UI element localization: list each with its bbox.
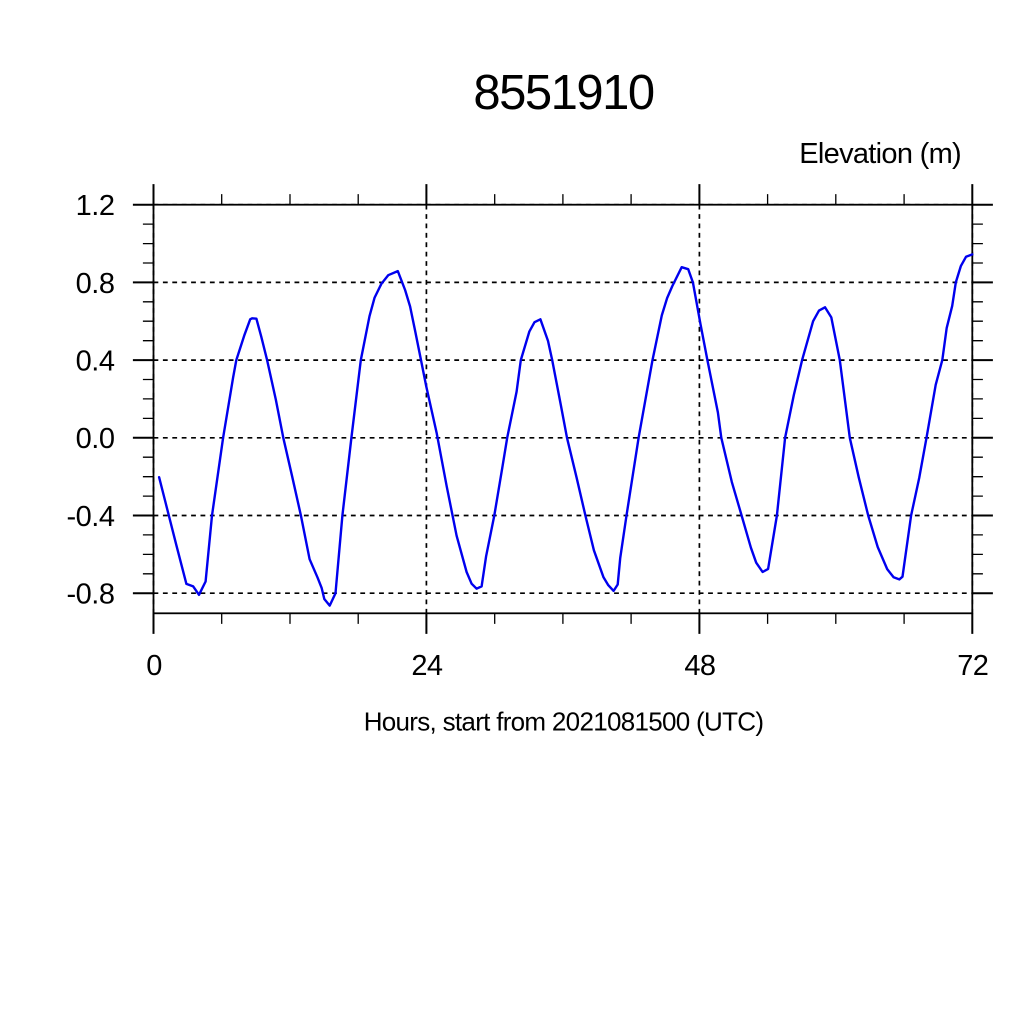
svg-text:1.2: 1.2 [76,190,115,222]
svg-text:-0.8: -0.8 [67,579,115,611]
svg-text:0: 0 [146,650,162,682]
svg-text:Hours, start from 2021081500 (: Hours, start from 2021081500 (UTC) [364,706,764,736]
svg-text:48: 48 [684,650,715,682]
svg-text:Elevation (m): Elevation (m) [799,138,961,170]
svg-text:0.8: 0.8 [76,268,115,300]
svg-text:8551910: 8551910 [473,66,654,120]
svg-text:0.0: 0.0 [76,423,115,455]
svg-text:0.4: 0.4 [76,346,115,378]
svg-text:72: 72 [957,650,988,682]
svg-text:24: 24 [411,650,443,682]
svg-text:-0.4: -0.4 [67,501,115,533]
